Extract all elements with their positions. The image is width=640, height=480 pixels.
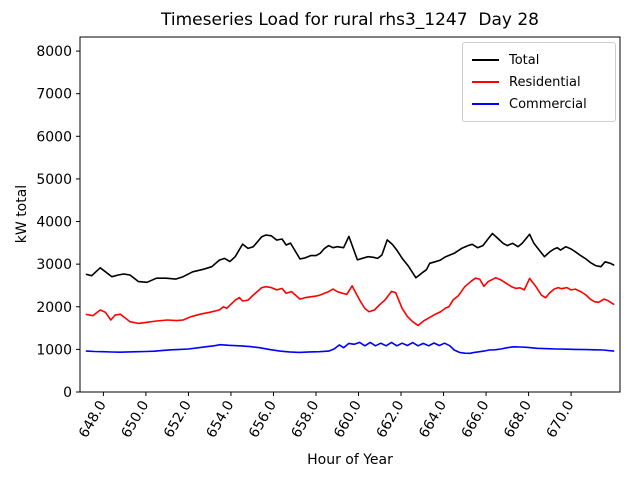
chart-title: Timeseries Load for rural rhs3_1247 Day … <box>161 10 539 30</box>
legend-label: Residential <box>509 74 581 90</box>
y-axis-label: kW total <box>14 184 30 244</box>
legend-label: Commercial <box>509 96 587 112</box>
x-tick-label: 658.0 <box>289 398 323 441</box>
x-tick-label: 662.0 <box>374 398 408 441</box>
y-tick-label: 5000 <box>36 172 72 188</box>
x-tick-label: 652.0 <box>161 398 195 441</box>
legend-entry-residential: Residential <box>472 71 615 93</box>
x-tick-label: 664.0 <box>416 398 450 441</box>
x-tick-label: 660.0 <box>331 398 365 441</box>
y-tick-label: 3000 <box>36 257 72 273</box>
plot-border <box>79 36 621 393</box>
legend: Total Residential Commercial <box>462 42 616 122</box>
y-tick-label: 1000 <box>36 342 72 358</box>
x-tick-label: 648.0 <box>76 398 110 441</box>
x-tick-label: 670.0 <box>544 398 578 441</box>
y-tick-label: 6000 <box>36 129 72 145</box>
series-line-residential <box>85 276 615 327</box>
legend-entry-commercial: Commercial <box>472 93 615 115</box>
y-tick-label: 7000 <box>36 87 72 103</box>
y-tick-label: 8000 <box>36 44 72 60</box>
x-tick-label: 666.0 <box>459 398 493 441</box>
legend-line-swatch <box>472 59 499 61</box>
x-tick-label: 668.0 <box>501 398 535 441</box>
series-line-commercial <box>85 341 615 355</box>
legend-line-swatch <box>472 103 499 105</box>
y-tick-label: 4000 <box>36 215 72 231</box>
x-tick-label: 650.0 <box>118 398 152 441</box>
legend-entry-total: Total <box>472 49 615 71</box>
x-tick-label: 654.0 <box>204 398 238 441</box>
legend-label: Total <box>509 52 540 68</box>
y-tick-label: 0 <box>63 385 72 401</box>
legend-line-swatch <box>472 81 499 83</box>
series-line-total <box>85 232 615 284</box>
x-tick-label: 656.0 <box>246 398 280 441</box>
y-tick-label: 2000 <box>36 300 72 316</box>
x-axis-label: Hour of Year <box>307 452 393 468</box>
